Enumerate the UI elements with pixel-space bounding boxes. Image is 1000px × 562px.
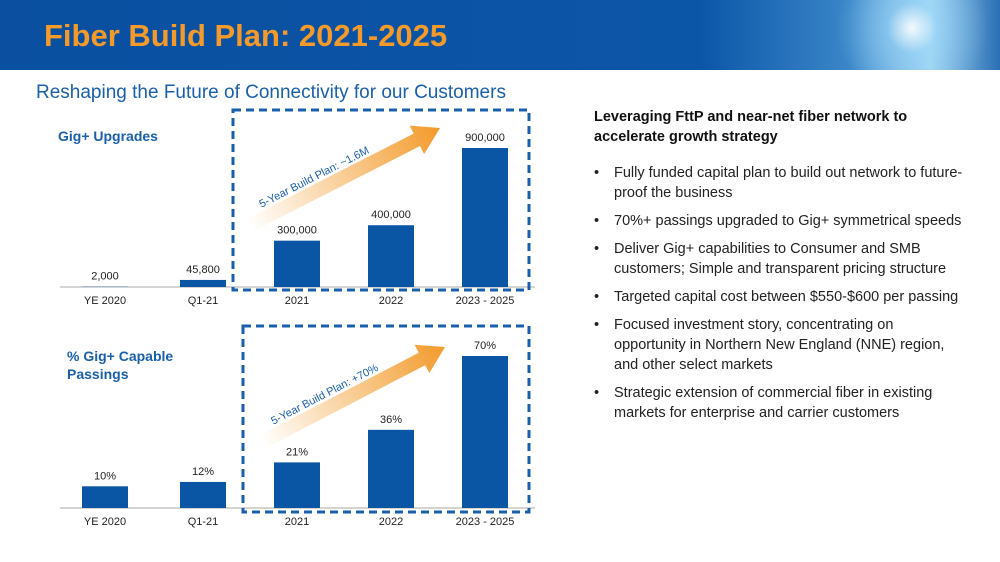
bar xyxy=(462,356,508,508)
bullet-text: 70%+ passings upgraded to Gig+ symmetric… xyxy=(614,213,962,229)
bar xyxy=(462,148,508,287)
bullet-dot: • xyxy=(594,289,600,305)
data-label: 400,000 xyxy=(371,209,411,221)
x-tick-label: 2023 - 2025 xyxy=(456,516,515,528)
x-tick-label: YE 2020 xyxy=(84,516,126,528)
bullet-text: Deliver Gig+ capabilities to Consumer an… xyxy=(614,241,947,277)
bullet-item: • 70%+ passings upgraded to Gig+ symmetri… xyxy=(594,211,964,231)
x-tick-label: YE 2020 xyxy=(84,295,126,307)
bullet-item: • Targeted capital cost between $550-$600… xyxy=(594,287,964,307)
bullet-text: Fully funded capital plan to build out n… xyxy=(614,165,963,201)
arrow-shape xyxy=(258,344,445,449)
bullet-dot: • xyxy=(594,165,600,181)
x-tick-label: 2021 xyxy=(285,516,309,528)
x-tick-label: Q1-21 xyxy=(188,516,219,528)
bullet-item: • Focused investment story, concentrating… xyxy=(594,315,964,375)
bullet-list: • Fully funded capital plan to build out … xyxy=(594,163,964,431)
data-label: 36% xyxy=(380,414,402,426)
right-heading: Leveraging FttP and near-net fiber netwo… xyxy=(594,109,908,145)
bullet-dot: • xyxy=(594,213,600,229)
bullet-text: Strategic extension of commercial fiber … xyxy=(614,385,933,421)
bar xyxy=(180,279,226,287)
growth-arrow: 5-Year Build Plan: ~1.6M xyxy=(246,125,440,232)
bullet-text: Targeted capital cost between $550-$600 … xyxy=(614,289,959,305)
bullet-dot: • xyxy=(594,241,600,257)
bullet-dot: • xyxy=(594,385,600,401)
bullet-item: • Deliver Gig+ capabilities to Consumer a… xyxy=(594,239,964,279)
x-tick-label: 2021 xyxy=(285,295,309,307)
data-label: 10% xyxy=(94,470,116,482)
data-label: 12% xyxy=(192,466,214,478)
dashed-highlight-box xyxy=(241,324,531,514)
data-label: 21% xyxy=(286,446,308,458)
chart1-title: Gig+ Upgrades xyxy=(58,128,158,144)
x-tick-label: Q1-21 xyxy=(188,295,219,307)
bar xyxy=(368,429,414,508)
x-tick-label: 2022 xyxy=(379,516,403,528)
bullet-item: • Strategic extension of commercial fiber… xyxy=(594,383,964,423)
bar xyxy=(274,462,320,508)
x-tick-label: 2023 - 2025 xyxy=(456,295,515,307)
data-label: 300,000 xyxy=(277,225,317,237)
page-title: Fiber Build Plan: 2021-2025 xyxy=(44,18,448,53)
bar xyxy=(274,240,320,287)
growth-arrow: 5-Year Build Plan: +70% xyxy=(258,344,445,449)
header-banner xyxy=(0,0,1000,70)
arrow-shape xyxy=(246,125,440,232)
x-tick-label: 2022 xyxy=(379,295,403,307)
data-label: 70% xyxy=(474,340,496,352)
page-subtitle: Reshaping the Future of Connectivity for… xyxy=(36,82,506,103)
bullet-item: • Fully funded capital plan to build out … xyxy=(594,163,964,203)
data-label: 900,000 xyxy=(465,132,505,144)
bullet-text: Focused investment story, concentrating … xyxy=(614,317,945,373)
dashed-highlight-box xyxy=(231,108,531,292)
bar xyxy=(82,486,128,508)
bar xyxy=(368,225,414,287)
bullet-dot: • xyxy=(594,317,600,333)
chart2-title: % Gig+ Capable Passings xyxy=(67,348,174,382)
data-label: 2,000 xyxy=(91,271,119,283)
data-label: 45,800 xyxy=(186,264,220,276)
bar xyxy=(180,481,226,508)
